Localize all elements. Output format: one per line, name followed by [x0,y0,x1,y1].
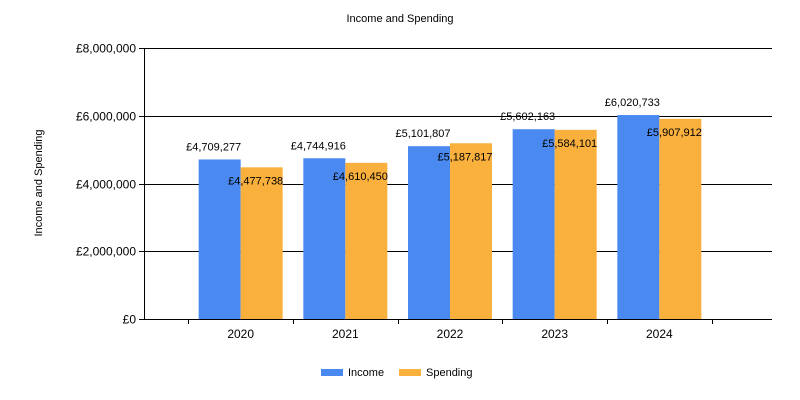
bar-income [198,159,241,319]
y-tick-label: £8,000,000 [76,42,136,56]
chart-title: Income and Spending [346,13,453,25]
data-label-spending: £5,584,101 [542,138,597,150]
bar-spending [659,118,702,320]
x-tick-label: 2021 [332,327,359,341]
y-axis-title: Income and Spending [33,129,45,236]
y-tick-label: £2,000,000 [76,245,136,259]
x-tick-label: 2023 [541,327,568,341]
bar-income [408,146,450,319]
legend-label-income: Income [348,367,384,379]
data-label-income: £4,744,916 [291,140,346,152]
data-label-income: £5,602,163 [500,111,555,123]
bar-income [303,158,346,319]
legend-label-spending: Spending [426,367,473,379]
bar-income [512,129,555,319]
data-label-income: £4,709,277 [186,141,241,153]
y-tick-label: £6,000,000 [76,110,136,124]
y-tick-label: £4,000,000 [76,178,136,192]
data-label-spending: £5,907,912 [647,127,702,139]
data-label-income: £5,101,807 [395,128,450,140]
x-tick-label: 2024 [646,327,673,341]
legend: Income Spending [321,367,473,379]
data-label-income: £6,020,733 [605,97,660,109]
axes: £0 £2,000,000 £4,000,000 £6,000,000 £8,000,0… [76,42,772,341]
x-tick-label: 2020 [227,327,254,341]
legend-swatch-income [321,369,343,376]
y-tick-label: £0 [123,313,137,327]
data-labels: £4,709,277 £4,477,738 £4,744,916 £4,610,450… [186,97,702,187]
data-label-spending: £4,477,738 [228,175,283,187]
bar-income [617,115,660,319]
legend-swatch-spending [399,369,421,376]
data-label-spending: £5,187,817 [437,151,492,163]
bar-spending [240,167,283,319]
x-tick-label: 2022 [437,327,464,341]
bar-spending [554,129,597,319]
data-label-spending: £4,610,450 [333,171,388,183]
bar-spending [450,143,492,319]
bar-spending [345,162,388,319]
bars [198,115,702,320]
